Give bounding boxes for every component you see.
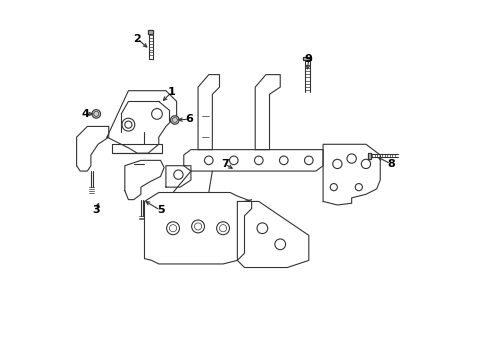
Polygon shape <box>323 144 380 205</box>
Polygon shape <box>183 150 323 171</box>
Text: 5: 5 <box>157 205 164 215</box>
Text: 6: 6 <box>185 114 193 124</box>
Polygon shape <box>148 30 153 33</box>
Text: 1: 1 <box>167 87 175 98</box>
Text: 4: 4 <box>81 109 89 119</box>
Circle shape <box>92 110 101 118</box>
Polygon shape <box>124 160 164 200</box>
Polygon shape <box>112 144 162 153</box>
Polygon shape <box>255 75 280 150</box>
Text: 7: 7 <box>221 159 228 169</box>
Text: 9: 9 <box>304 54 312 64</box>
Text: 8: 8 <box>386 159 394 169</box>
Polygon shape <box>198 75 219 150</box>
Polygon shape <box>107 91 176 153</box>
Polygon shape <box>303 57 310 60</box>
Circle shape <box>170 116 179 124</box>
Text: 3: 3 <box>92 205 100 215</box>
Polygon shape <box>77 126 108 171</box>
Polygon shape <box>367 153 370 158</box>
Polygon shape <box>165 166 190 187</box>
Polygon shape <box>144 193 251 264</box>
Polygon shape <box>237 202 308 267</box>
Text: 2: 2 <box>133 34 141 44</box>
